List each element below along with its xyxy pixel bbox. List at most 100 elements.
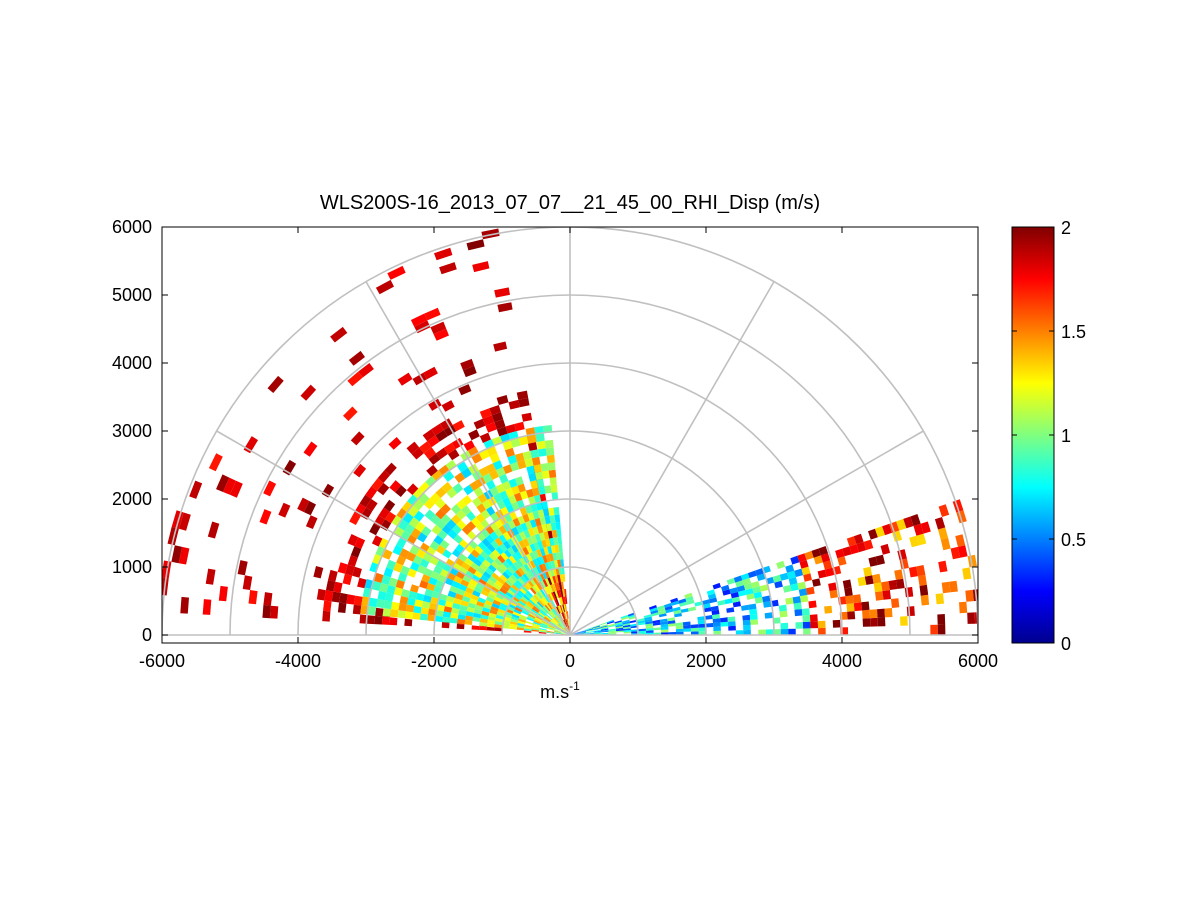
data-cell — [454, 472, 466, 483]
data-cell — [779, 572, 789, 581]
data-cell — [469, 598, 478, 605]
data-cell — [560, 604, 564, 613]
data-cell — [511, 616, 519, 621]
data-cell — [512, 611, 521, 617]
data-cell — [554, 514, 561, 523]
data-cell — [547, 577, 553, 586]
data-cell — [852, 594, 862, 604]
data-cell — [543, 605, 550, 613]
data-cell — [567, 626, 570, 634]
data-cell — [397, 372, 413, 386]
data-cell — [383, 600, 393, 610]
data-cell — [533, 594, 540, 602]
data-cell — [531, 456, 541, 466]
data-cell — [549, 568, 555, 577]
axis-ticks: -6000 -4000 -2000 0 2000 4000 6000 0 1000 2000 300… — [112, 217, 998, 671]
data-cell — [505, 608, 514, 614]
data-cell — [472, 497, 482, 508]
data-cell — [535, 557, 542, 566]
data-cell — [578, 631, 586, 634]
data-cell — [505, 557, 514, 567]
data-cell — [350, 546, 362, 558]
data-cell — [521, 610, 529, 616]
data-cell — [488, 575, 498, 584]
data-cell — [411, 447, 424, 460]
data-cell — [558, 544, 563, 553]
data-cell — [631, 631, 639, 634]
data-cell — [845, 595, 854, 604]
data-cell — [393, 587, 403, 596]
data-cell — [547, 602, 553, 610]
data-cell — [539, 625, 548, 629]
data-cell — [762, 595, 771, 603]
data-cell — [457, 614, 466, 620]
data-cell — [497, 608, 506, 614]
data-cell — [538, 590, 545, 598]
data-cell — [868, 528, 878, 540]
data-cell — [566, 618, 569, 627]
data-cell — [518, 436, 529, 446]
data-cell — [507, 520, 516, 530]
data-cell — [339, 592, 348, 604]
data-cell — [430, 321, 447, 334]
data-cell — [578, 631, 587, 634]
data-cell — [515, 579, 523, 588]
data-cell — [414, 599, 423, 608]
data-cell — [494, 419, 506, 430]
data-cell — [799, 560, 809, 569]
data-cell — [564, 611, 567, 620]
data-cell — [456, 588, 466, 596]
data-cell — [457, 618, 465, 625]
data-cell — [524, 624, 533, 628]
data-cell — [511, 526, 520, 536]
data-cell — [684, 592, 693, 599]
data-cell — [367, 615, 376, 625]
data-cell — [473, 487, 484, 498]
data-cell — [562, 604, 565, 612]
data-cell — [600, 628, 609, 631]
data-cell — [554, 630, 562, 633]
data-cell — [600, 627, 609, 630]
data-cell — [475, 582, 485, 590]
data-cell — [390, 609, 399, 618]
data-cell — [503, 549, 512, 558]
data-cell — [545, 447, 555, 456]
data-cell — [382, 608, 391, 617]
data-cell — [431, 524, 442, 536]
data-cell — [712, 614, 720, 619]
data-cell — [540, 624, 548, 628]
data-cell — [516, 390, 529, 400]
data-cell — [919, 584, 929, 596]
data-cell — [541, 620, 549, 625]
data-cell — [440, 503, 451, 515]
data-cell — [935, 593, 944, 605]
data-cell — [790, 583, 799, 592]
data-cell — [407, 568, 417, 578]
data-cell — [389, 617, 398, 626]
data-cell — [269, 605, 279, 619]
data-cell — [397, 572, 408, 582]
data-cell — [553, 632, 562, 634]
data-cell — [531, 596, 539, 603]
data-cell — [508, 478, 518, 488]
data-cell — [938, 560, 948, 573]
data-cell — [178, 546, 190, 565]
data-cell — [412, 488, 425, 500]
data-cell — [551, 529, 558, 538]
data-cell — [644, 616, 652, 621]
data-cell — [419, 558, 430, 568]
data-cell — [710, 605, 719, 612]
data-cell — [492, 460, 503, 470]
data-cell — [437, 529, 448, 540]
data-cell — [731, 596, 741, 603]
data-cell — [353, 463, 367, 478]
data-cell — [955, 534, 966, 547]
data-cell — [350, 431, 365, 446]
data-cell — [536, 525, 544, 534]
data-cell — [499, 602, 508, 609]
data-cell — [530, 608, 539, 615]
data-cell — [404, 523, 415, 535]
data-cell — [531, 626, 540, 630]
data-cell — [527, 434, 537, 444]
data-cell — [485, 567, 494, 576]
